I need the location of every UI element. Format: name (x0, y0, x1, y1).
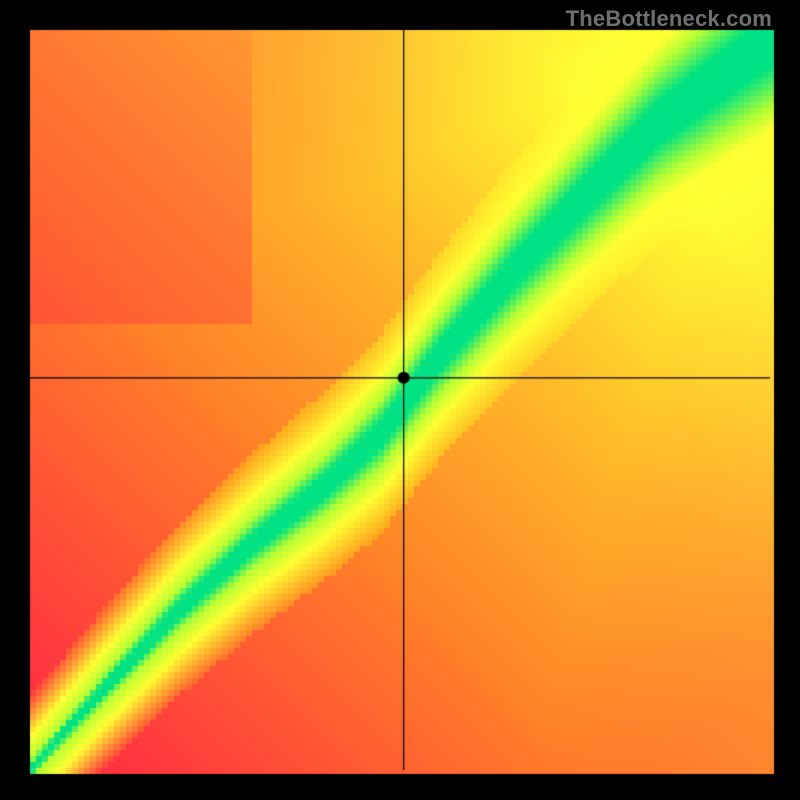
chart-container: TheBottleneck.com (0, 0, 800, 800)
heatmap-canvas (0, 0, 800, 800)
watermark-text: TheBottleneck.com (566, 6, 772, 32)
